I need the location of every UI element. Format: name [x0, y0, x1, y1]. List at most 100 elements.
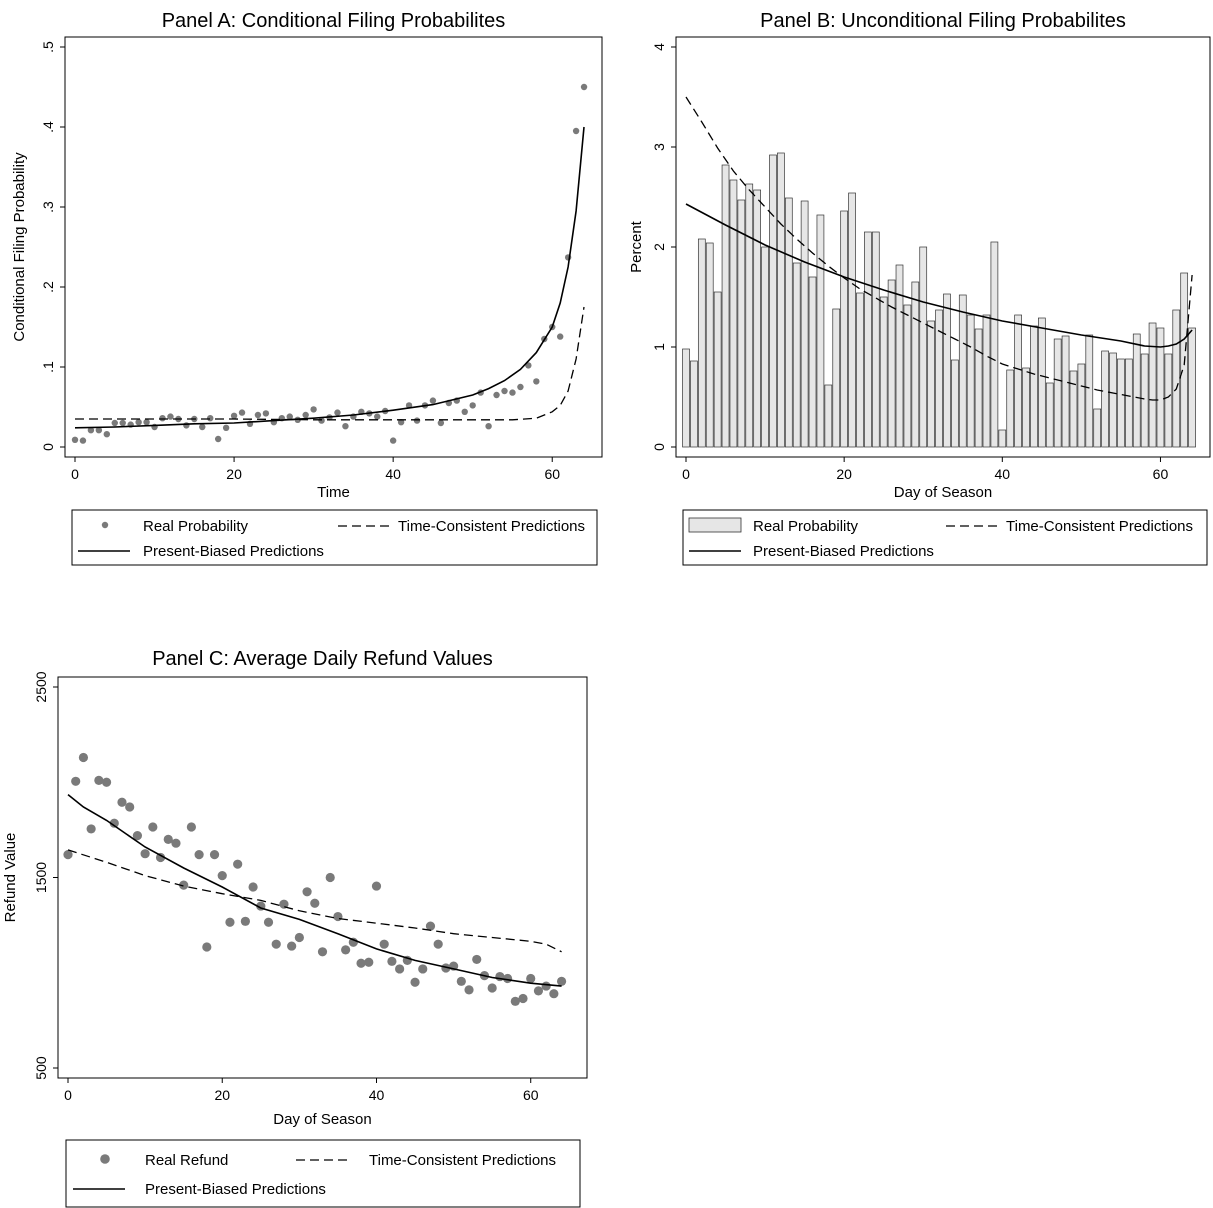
data-point: [171, 838, 181, 848]
data-point: [517, 383, 524, 391]
data-point: [214, 435, 222, 443]
legend-symbol: [688, 517, 742, 533]
present-biased-line: [74, 126, 585, 429]
data-point: [397, 419, 405, 426]
data-point: [395, 964, 405, 974]
data-point: [437, 419, 445, 427]
bar: [887, 279, 896, 448]
data-point: [433, 939, 443, 949]
data-point: [302, 411, 309, 419]
bar: [943, 293, 951, 448]
x-tick-label: 20: [214, 1087, 230, 1103]
legend-label: Present-Biased Predictions: [143, 543, 324, 560]
data-point: [310, 406, 317, 413]
present-biased-line: [67, 793, 562, 987]
bar: [919, 246, 928, 448]
bar: [792, 262, 801, 448]
data-point: [318, 417, 325, 424]
data-point: [456, 976, 466, 986]
data-point: [179, 880, 189, 890]
bar: [927, 320, 935, 448]
data-point: [271, 939, 281, 949]
data-point: [238, 409, 246, 416]
data-point: [95, 427, 103, 434]
y-tick-label: .5: [40, 41, 56, 53]
y-tick-label: 0: [40, 443, 56, 451]
data-point: [461, 408, 468, 415]
bar: [690, 360, 698, 448]
data-point: [194, 850, 204, 860]
bar: [1038, 317, 1046, 448]
bar: [958, 294, 967, 448]
data-point: [342, 423, 349, 430]
x-axis-label: Time: [317, 484, 350, 501]
data-point: [143, 419, 150, 426]
legend-label: Present-Biased Predictions: [145, 1181, 326, 1198]
bar: [879, 296, 888, 448]
present-biased-line: [685, 203, 1193, 348]
y-tick-label: 1500: [33, 862, 49, 893]
data-point: [222, 424, 230, 431]
bar: [713, 291, 722, 448]
plot-frame: [64, 36, 603, 458]
data-point: [186, 822, 196, 832]
legend-box: [71, 509, 598, 566]
y-tick-label: .3: [40, 201, 56, 213]
bar: [1030, 325, 1038, 448]
data-point: [509, 389, 516, 396]
data-point: [341, 945, 351, 955]
chart-title: Panel B: Unconditional Filing Probabilit…: [760, 10, 1126, 32]
data-point: [209, 850, 220, 860]
data-point: [501, 387, 508, 395]
bar: [1085, 334, 1094, 448]
data-point: [469, 402, 476, 409]
bar: [1148, 322, 1157, 448]
data-point: [379, 939, 389, 949]
data-point: [119, 419, 126, 427]
bar: [721, 164, 730, 448]
y-tick-label: 1: [651, 343, 667, 351]
x-tick-label: 60: [523, 1087, 539, 1103]
data-point: [78, 752, 89, 763]
bar: [982, 314, 991, 448]
data-point: [325, 872, 335, 883]
data-point: [572, 127, 580, 135]
data-point: [263, 917, 274, 927]
bar: [1125, 358, 1133, 448]
x-tick-label: 20: [226, 466, 242, 482]
bar: [998, 429, 1007, 448]
bar: [705, 242, 714, 448]
data-point: [217, 870, 227, 881]
bar: [895, 264, 904, 448]
bar: [1117, 358, 1125, 448]
legend-label: Real Probability: [143, 518, 249, 535]
bar: [974, 328, 983, 448]
data-point: [502, 973, 513, 984]
bar: [1061, 335, 1070, 448]
y-tick-label: 3: [651, 143, 667, 151]
data-point: [140, 849, 150, 859]
bar: [856, 292, 864, 448]
data-point: [87, 427, 95, 434]
legend-symbol: [101, 521, 109, 529]
bar: [871, 231, 880, 448]
bar: [769, 154, 777, 448]
data-point: [429, 397, 437, 404]
legend: Real Probability Time-Consistent Predicti…: [71, 509, 598, 566]
bar: [864, 231, 872, 448]
y-tick-label: 2500: [33, 671, 49, 702]
data-point: [333, 911, 343, 922]
bar: [761, 246, 769, 448]
data-point: [413, 417, 421, 424]
plot-frame: [57, 676, 588, 1079]
data-point: [163, 834, 173, 845]
data-point: [387, 956, 397, 966]
data-point: [71, 776, 81, 786]
data-point: [287, 941, 297, 951]
data-point: [526, 973, 536, 984]
data-point: [334, 409, 341, 416]
bar: [911, 281, 920, 448]
y-axis-label: Percent: [628, 220, 645, 273]
chart-title: Panel C: Average Daily Refund Values: [152, 648, 493, 670]
legend-box: [65, 1139, 581, 1208]
